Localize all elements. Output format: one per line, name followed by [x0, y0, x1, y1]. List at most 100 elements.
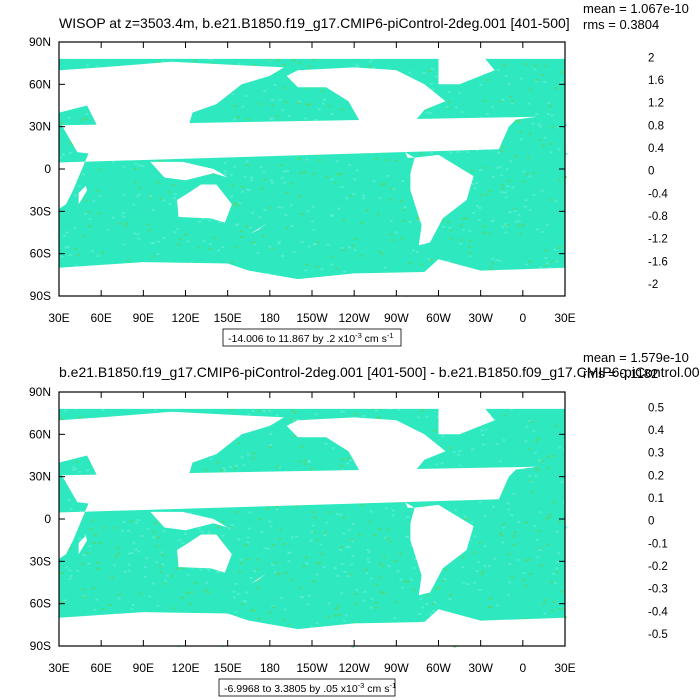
- x-tick-label: 90E: [133, 311, 154, 325]
- colorbar-label: 0.4: [648, 143, 665, 155]
- x-tick-label: 30E: [48, 661, 69, 675]
- y-tick-label: 30N: [29, 470, 51, 484]
- colorbar-label: 2: [648, 52, 654, 64]
- x-tick-label: 60W: [426, 311, 451, 325]
- map-area: [29, 391, 568, 648]
- range-exponent: -3: [355, 331, 362, 340]
- svg-text:-6.9968 to 3.3805 by .05 x10-3: -6.9968 to 3.3805 by .05 x10-3 cm s-1: [224, 681, 396, 695]
- x-tick-label: 120E: [171, 661, 199, 675]
- land-mask: [59, 259, 565, 296]
- x-tick-label: 30E: [48, 311, 69, 325]
- colorbar-label: 0.8: [648, 120, 664, 132]
- y-tick-label: 90N: [29, 385, 51, 399]
- y-tick-label: 90S: [30, 289, 51, 303]
- mean-stat: mean = 1.067e-10: [583, 1, 689, 16]
- x-tick-label: 120W: [338, 661, 370, 675]
- land-mask: [386, 142, 415, 158]
- y-tick-label: 60N: [29, 427, 51, 441]
- x-tick-label: 180: [260, 661, 280, 675]
- colorbar-label: -1.6: [648, 256, 668, 268]
- x-axis: 30E 60E 90E 120E 150E 180 150W 120W 90W 60W 30W 0 30…: [48, 42, 576, 325]
- panel-title: WISOP at z=3503.4m, b.e21.B1850.f19_g17.…: [59, 15, 570, 31]
- y-tick-label: 60N: [29, 77, 51, 91]
- colorbar-label: 0.3: [648, 448, 664, 460]
- range-box: -14.006 to 11.867 by .2 x10-3 cm s-1: [222, 328, 402, 347]
- panel-title: b.e21.B1850.f19_g17.CMIP6-piControl-2deg…: [59, 364, 700, 380]
- rms-stat: rms = 0.1182: [583, 366, 658, 381]
- x-tick-label: 90W: [384, 661, 409, 675]
- land-mask: [386, 492, 415, 508]
- colorbar-label: -0.5: [648, 629, 668, 641]
- colorbar-label: -0.1: [648, 538, 668, 550]
- range-exponent: -3: [358, 681, 365, 690]
- x-tick-label: 90W: [384, 311, 409, 325]
- land-mask: [438, 403, 495, 435]
- land-mask: [286, 67, 446, 143]
- x-tick-label: 180: [260, 311, 280, 325]
- range-label: -6.9968 to 3.3805 by .05 x10: [224, 683, 358, 695]
- land-mask: [410, 154, 474, 246]
- land-mask: [438, 53, 495, 85]
- colorbar-label: 1.2: [648, 98, 664, 110]
- x-tick-label: 150W: [296, 311, 328, 325]
- colorbar-label: -1.2: [648, 234, 668, 246]
- land-mask: [59, 61, 284, 158]
- land-mask: [78, 535, 88, 555]
- colorbar-label: 0.1: [648, 493, 664, 505]
- colorbar-label: -0.4: [648, 606, 668, 618]
- x-tick-label: 30W: [468, 311, 493, 325]
- x-tick-label: 30E: [554, 661, 575, 675]
- x-tick-label: 150W: [296, 661, 328, 675]
- colorbar-label: 0: [648, 166, 654, 178]
- colorbar-label: 0.5: [648, 402, 664, 414]
- range-unit-exponent: -1: [387, 331, 394, 340]
- land-mask: [177, 184, 232, 223]
- y-tick-label: 90S: [30, 639, 51, 653]
- colorbar-label: -0.4: [648, 188, 668, 200]
- x-tick-label: 60E: [90, 661, 111, 675]
- map-area: [29, 41, 568, 297]
- land-mask: [59, 609, 565, 646]
- x-tick-label: 120E: [171, 311, 199, 325]
- y-tick-label: 0: [44, 512, 51, 526]
- colorbar-label: 0: [648, 516, 654, 528]
- land-mask: [78, 185, 88, 205]
- colorbar-label: -0.8: [648, 211, 668, 223]
- y-tick-label: 30N: [29, 120, 51, 134]
- range-unit: cm s: [364, 683, 389, 695]
- panel-bottom: b.e21.B1850.f19_g17.CMIP6-piControl-2deg…: [29, 350, 700, 697]
- colorbar-label: -2: [648, 279, 658, 291]
- colorbar: 2 1.6 1.2 0.8 0.4 0 -0.4 -0.8 -1.2 -1.6 -2: [648, 52, 668, 291]
- svg-text:-14.006 to 11.867 by .2 x10-3: -14.006 to 11.867 by .2 x10-3 cm s-1: [228, 331, 394, 345]
- rms-stat: rms = 0.3804: [583, 17, 659, 32]
- y-axis: 90N 60N 30N 0 30S 60S 90S: [29, 385, 565, 653]
- y-axis: 90N 60N 30N 0 30S 60S 90S: [29, 35, 565, 303]
- land-mask: [59, 411, 284, 508]
- x-tick-label: 150E: [214, 311, 242, 325]
- land-mask: [410, 504, 474, 596]
- panel-top: WISOP at z=3503.4m, b.e21.B1850.f19_g17.…: [29, 1, 689, 347]
- land-mask: [150, 511, 228, 531]
- y-tick-label: 0: [44, 162, 51, 176]
- y-tick-label: 90N: [29, 35, 51, 49]
- x-tick-label: 0: [519, 311, 526, 325]
- x-tick-label: 60E: [90, 311, 111, 325]
- colorbar: 0.5 0.4 0.3 0.2 0.1 0 -0.1 -0.2 -0.3 -0.4 -0.5: [648, 402, 668, 641]
- colorbar-label: 1.6: [648, 75, 664, 87]
- mean-stat: mean = 1.579e-10: [583, 350, 689, 365]
- range-box: -6.9968 to 3.3805 by .05 x10-3 cm s-1: [218, 678, 396, 697]
- x-tick-label: 90E: [133, 661, 154, 675]
- range-unit-exponent: -1: [389, 681, 396, 690]
- y-tick-label: 30S: [30, 204, 51, 218]
- x-tick-label: 30E: [554, 311, 575, 325]
- land-mask: [177, 534, 232, 573]
- x-tick-label: 60W: [426, 661, 451, 675]
- land-mask: [150, 161, 228, 181]
- y-tick-label: 60S: [30, 597, 51, 611]
- colorbar-label: 0.2: [648, 470, 664, 482]
- y-tick-label: 30S: [30, 554, 51, 568]
- x-tick-label: 0: [519, 661, 526, 675]
- x-axis: 30E 60E 90E 120E 150E 180 150W 120W 90W 60W 30W 0 30…: [48, 392, 576, 675]
- colorbar-label: 0.4: [648, 425, 665, 437]
